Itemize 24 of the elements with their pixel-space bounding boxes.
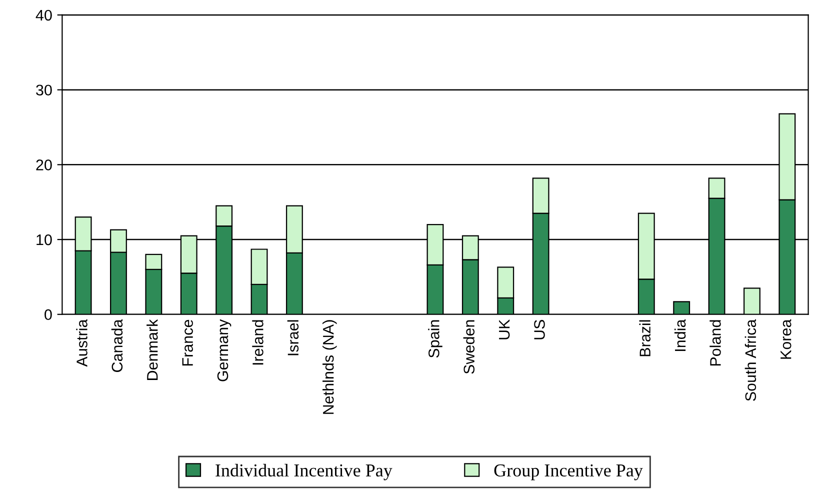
x-tick-label: Denmark [146, 319, 158, 380]
x-tick-label: Israel [287, 320, 299, 356]
x-tick-label: Poland [710, 320, 721, 366]
y-tick-label: 40 [36, 10, 52, 21]
y-tick-label: 0 [44, 309, 52, 320]
y-tick-label: 30 [36, 84, 52, 96]
x-tick-label: Ireland [252, 320, 264, 365]
x-tick-label: Nethlnds (NA) [322, 320, 337, 414]
x-tick-label: Brazil [639, 320, 650, 356]
x-tick-label: Korea [780, 319, 792, 359]
x-tick-label: Spain [428, 320, 442, 358]
x-tick-label: US [534, 320, 545, 340]
legend-label: Group Incentive Pay [494, 464, 643, 480]
y-tick-label: 20 [36, 160, 52, 170]
x-tick-label: UK [499, 319, 510, 340]
x-tick-label: Sweden [463, 320, 475, 374]
x-tick-label: Germany [217, 319, 232, 382]
x-tick-label: France [182, 320, 193, 366]
x-tick-label: South Africa [744, 319, 756, 401]
legend-label: Individual Incentive Pay [216, 464, 392, 480]
y-tick-label: 10 [36, 234, 52, 246]
x-tick-label: Canada [111, 319, 123, 372]
x-tick-label: Austria [76, 319, 88, 367]
x-tick-label: India [674, 319, 686, 351]
